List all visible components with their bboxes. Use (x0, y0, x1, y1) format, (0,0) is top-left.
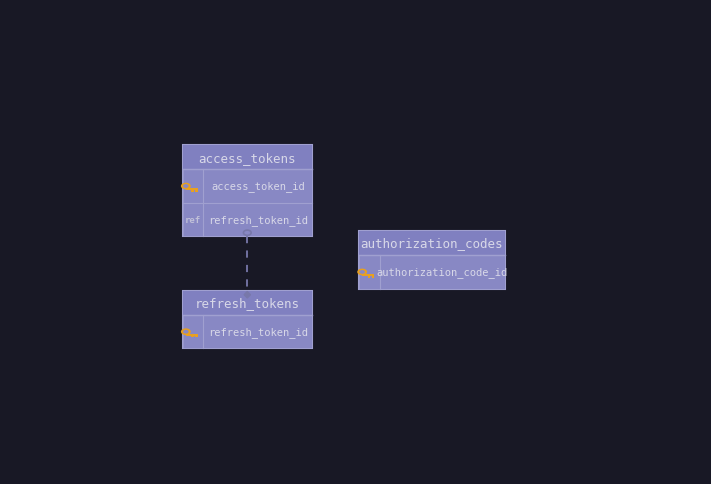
Circle shape (357, 269, 367, 276)
Circle shape (181, 183, 191, 190)
FancyBboxPatch shape (191, 336, 194, 338)
Text: access_tokens: access_tokens (198, 151, 296, 164)
FancyBboxPatch shape (359, 256, 380, 289)
Text: access_token_id: access_token_id (211, 181, 304, 192)
FancyBboxPatch shape (196, 336, 198, 338)
FancyBboxPatch shape (196, 191, 198, 192)
Text: authorization_codes: authorization_codes (360, 237, 503, 250)
Text: authorization_code_id: authorization_code_id (377, 267, 508, 278)
Circle shape (181, 329, 191, 335)
FancyBboxPatch shape (183, 291, 312, 349)
FancyBboxPatch shape (183, 170, 312, 203)
FancyBboxPatch shape (183, 170, 203, 203)
FancyBboxPatch shape (183, 315, 312, 349)
FancyBboxPatch shape (183, 291, 312, 315)
Circle shape (183, 185, 188, 189)
Circle shape (183, 330, 188, 334)
FancyBboxPatch shape (183, 203, 203, 237)
FancyBboxPatch shape (359, 231, 505, 256)
FancyBboxPatch shape (186, 334, 198, 336)
Text: refresh_token_id: refresh_token_id (208, 327, 308, 337)
FancyBboxPatch shape (183, 203, 312, 237)
FancyBboxPatch shape (191, 191, 194, 192)
FancyBboxPatch shape (183, 146, 312, 170)
FancyBboxPatch shape (183, 146, 312, 237)
Circle shape (360, 271, 365, 274)
FancyBboxPatch shape (372, 276, 374, 278)
FancyBboxPatch shape (359, 256, 505, 289)
Text: refresh_tokens: refresh_tokens (195, 297, 300, 310)
Text: refresh_token_id: refresh_token_id (208, 215, 308, 226)
FancyBboxPatch shape (186, 189, 198, 191)
FancyBboxPatch shape (359, 231, 505, 289)
FancyBboxPatch shape (183, 315, 203, 349)
FancyBboxPatch shape (368, 276, 370, 278)
Text: ref: ref (185, 216, 201, 225)
FancyBboxPatch shape (362, 274, 374, 276)
Polygon shape (244, 292, 250, 299)
